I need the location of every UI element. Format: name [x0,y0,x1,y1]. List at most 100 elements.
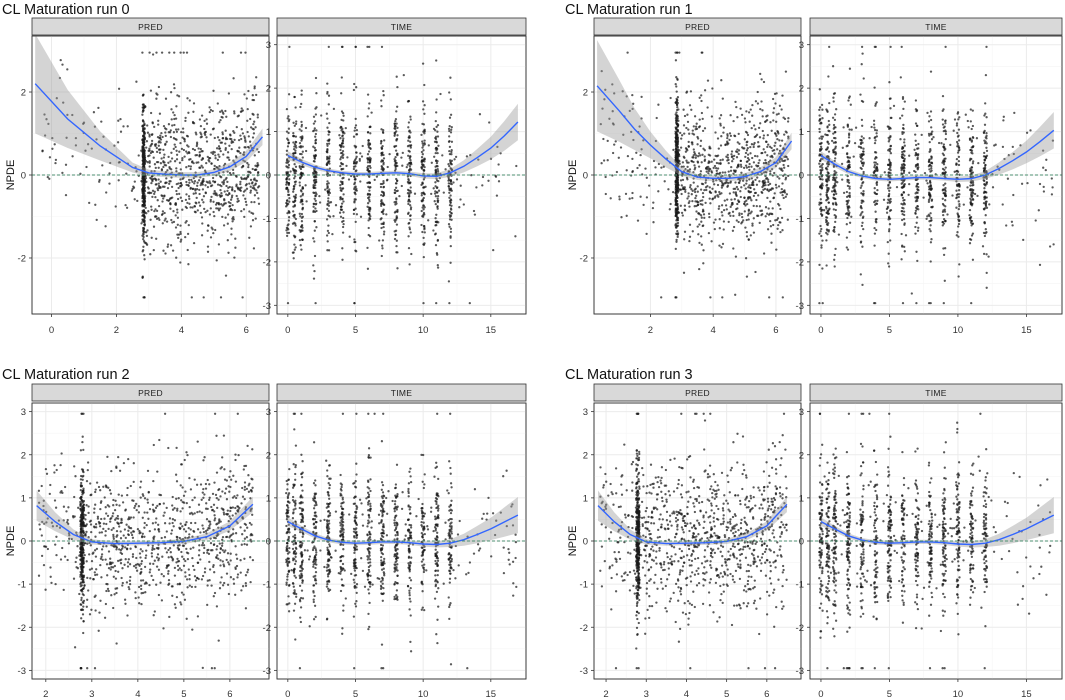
data-point [609,197,612,200]
data-point [606,159,609,162]
data-point [434,181,437,184]
data-point [930,126,933,129]
data-point [209,182,212,185]
data-point [681,214,684,217]
data-point [292,257,295,260]
data-point [677,211,681,214]
data-point [859,240,863,243]
data-point [216,183,220,186]
data-point [301,165,304,168]
data-point [175,158,179,161]
data-point [213,164,216,168]
data-point [197,179,201,182]
data-point [421,122,424,126]
data-point [675,103,679,107]
data-point [239,51,243,54]
data-point [707,172,710,175]
data-point [238,188,242,192]
data-point [409,131,412,134]
data-point [966,186,969,189]
data-point [298,128,301,131]
data-point [465,155,469,158]
data-point [778,149,782,153]
data-point [409,214,412,218]
data-point [194,192,197,195]
data-point [375,175,379,178]
data-point [379,142,383,145]
data-point [149,151,153,155]
data-point [1011,224,1014,227]
data-point [901,150,904,154]
data-point [745,235,749,238]
data-point [327,103,330,106]
data-point [902,217,906,221]
data-point [339,205,343,209]
y-tick-label: 2 [583,88,588,99]
data-point [776,227,779,230]
data-point [145,140,149,143]
data-point [250,182,254,185]
data-point [205,180,208,183]
data-point [301,198,304,201]
data-point [818,162,821,165]
data-point [164,170,168,174]
data-point [1002,115,1005,118]
data-point [158,218,161,222]
data-point [907,193,910,197]
data-point [448,196,451,199]
data-point [733,154,736,158]
data-point [368,217,372,221]
data-point [613,143,616,146]
data-point [239,182,242,186]
data-point [845,223,848,226]
data-point [154,144,157,148]
data-point [141,220,144,223]
data-point [716,194,719,197]
data-point [692,160,695,164]
data-point [327,160,330,164]
data-point [699,214,703,217]
data-point [985,132,988,135]
data-point [164,143,167,146]
data-point [688,168,692,171]
data-point [162,249,165,252]
data-point [312,145,315,148]
data-point [285,186,288,189]
data-point [206,224,210,227]
data-point [740,212,743,216]
data-point [690,159,693,163]
data-point [448,116,452,119]
data-point [449,261,452,264]
data-point [676,138,679,141]
data-point [167,161,170,164]
data-point [903,138,906,141]
data-point [199,183,202,187]
data-point [749,145,752,149]
data-point [64,193,68,197]
data-point [726,159,729,162]
data-point [434,224,437,227]
data-point [353,191,357,194]
data-point [328,121,331,125]
data-point [735,219,738,222]
data-point [342,193,345,196]
data-point [251,136,255,139]
data-point [700,216,703,219]
data-point [237,138,241,142]
data-point [289,170,292,173]
data-point [821,301,824,305]
data-point [703,188,706,192]
data-point [434,202,437,206]
data-point [848,116,851,120]
data-point [1050,177,1053,180]
data-point [394,127,397,131]
data-point [195,161,198,164]
data-point [743,196,746,199]
data-point [124,203,127,207]
data-point [449,162,453,165]
data-point [400,184,403,188]
data-point [178,192,181,196]
y-tick-label: 0 [583,171,588,182]
data-point [405,165,408,169]
x-tick-label: 0 [49,325,54,336]
